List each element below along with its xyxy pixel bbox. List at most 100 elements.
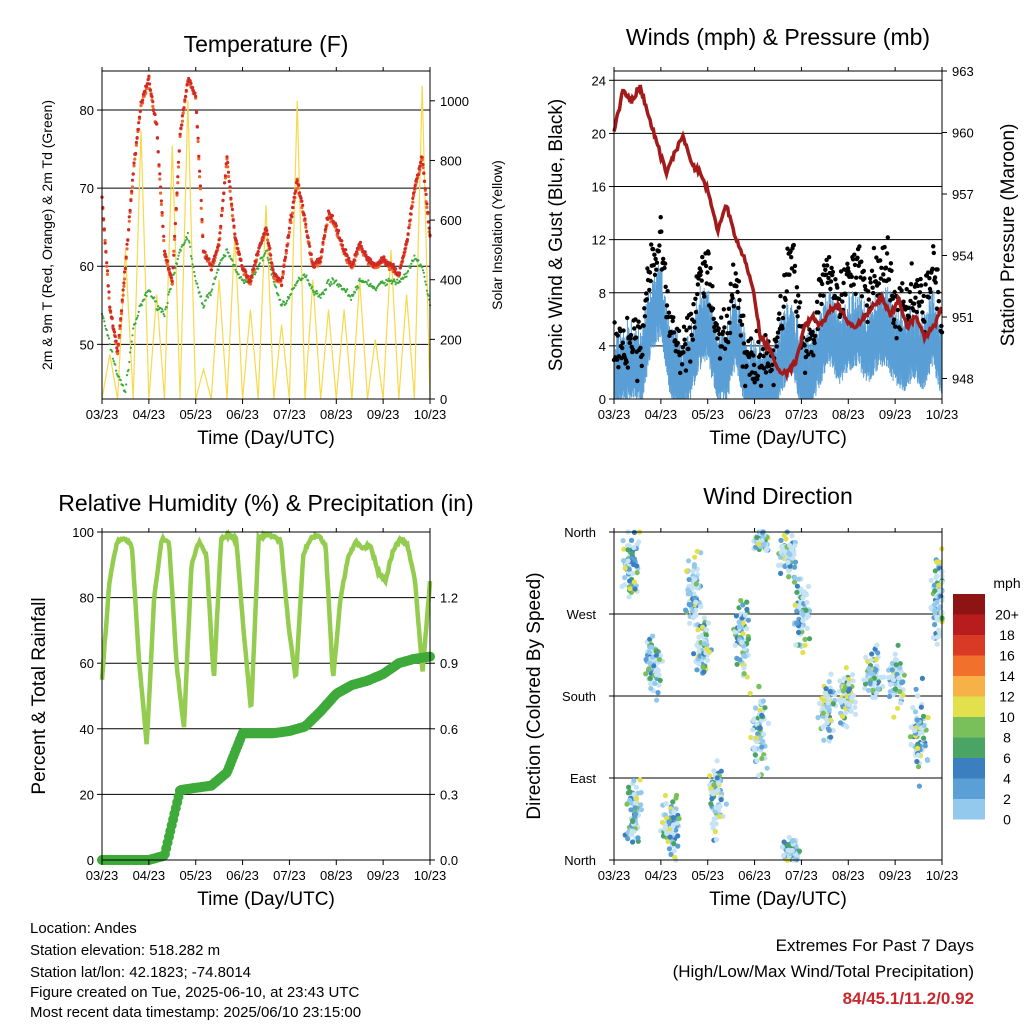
direction-point [922,743,928,749]
direction-point [838,720,844,726]
gust-point [722,325,727,330]
temp-point [214,275,218,278]
direction-point [789,838,795,844]
gust-point [859,259,864,264]
direction-point [672,854,678,860]
temp-point [105,328,108,332]
temp-point [201,234,205,239]
direction-point [670,822,677,828]
direction-point [794,608,800,614]
temp-point [323,228,327,232]
direction-point [789,533,795,539]
gust-point [612,320,617,325]
direction-point [843,710,849,716]
direction-point [757,707,763,714]
temp-point [322,236,326,240]
x-tick-label: 06/23 [226,868,259,883]
gust-point [624,359,629,365]
temp-point [240,264,244,268]
direction-point [711,789,717,795]
x-tick-label: 08/23 [320,407,353,422]
gust-point [724,313,730,318]
gust-point [837,296,842,302]
direction-point [779,844,785,850]
direction-point [820,724,826,731]
gust-point [663,284,668,289]
temp-point [156,309,159,312]
direction-point [744,674,750,680]
direction-point [901,672,907,678]
temp-point [111,357,114,360]
direction-point [785,559,791,566]
gust-point [886,277,892,282]
temp-point [365,258,370,262]
gust-point [821,263,827,268]
gust-point [662,261,668,266]
direction-point [828,734,834,740]
x-tick-label: 10/23 [414,407,447,422]
temp-point [119,311,124,316]
direction-point [840,688,847,694]
temp-point [294,284,297,287]
direction-point [663,801,669,807]
gust-point [888,261,894,266]
x-tick-label: 09/23 [367,407,400,422]
direction-point [869,651,875,657]
direction-point [627,578,633,584]
direction-point [756,684,762,690]
y-tick-label-right: 0.9 [440,656,458,671]
direction-point [863,654,869,661]
direction-point [700,624,706,630]
direction-point [752,752,758,758]
temp-point [173,234,177,238]
direction-point [791,579,798,585]
direction-point [921,722,927,728]
temp-point [237,273,240,276]
direction-point [792,559,799,565]
temp-point [161,308,164,311]
direction-point [862,685,868,691]
direction-point [794,620,800,626]
temp-point [223,174,227,178]
gust-point [866,289,871,294]
temp-point [226,174,231,179]
direction-point [792,602,798,608]
direction-point [650,633,656,639]
direction-point [849,695,855,701]
temp-point [319,256,323,260]
gust-point [899,288,904,293]
gust-point [932,275,938,280]
direction-point [628,537,635,544]
temp-point [178,251,181,254]
temp-point [230,214,234,218]
direction-point [787,563,793,569]
temp-point [227,251,230,254]
gust-point [627,340,632,346]
temp-point [352,258,356,262]
temp-point [427,294,430,297]
temp-point [204,299,207,302]
direction-point [875,686,881,692]
temp-point [288,296,291,299]
gust-point [751,353,756,358]
temp-point [105,269,110,273]
direction-point [821,697,827,704]
temp-point [169,276,174,280]
temp-point [225,155,229,159]
direction-point [740,620,746,626]
temp-point [126,238,130,242]
temp-point [309,283,312,286]
temp-point [285,243,289,247]
dewpoint-series [100,231,432,394]
temp-point [413,254,416,257]
temp-point [217,268,220,271]
gust-point [785,246,790,251]
temp-point [171,266,175,270]
direction-point [627,797,633,803]
direction-point [626,543,632,549]
direction-point [866,687,872,693]
temp-point [163,315,166,318]
temp-point [128,208,132,212]
temp-point [194,94,198,98]
temp-point [127,215,131,219]
